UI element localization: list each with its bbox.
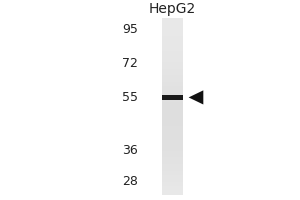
Text: HepG2: HepG2	[149, 2, 196, 16]
Bar	[162, 164, 183, 166]
Bar	[162, 108, 183, 111]
Bar	[162, 69, 183, 71]
Bar	[162, 142, 183, 144]
Bar	[162, 115, 183, 117]
Bar	[162, 73, 183, 75]
Bar	[162, 86, 183, 89]
Bar	[162, 168, 183, 171]
Bar	[162, 33, 183, 36]
Bar	[162, 159, 183, 162]
Bar	[162, 84, 183, 86]
Bar	[162, 128, 183, 131]
Text: 55: 55	[122, 91, 138, 104]
Text: 72: 72	[122, 57, 138, 70]
Bar	[162, 181, 183, 184]
Bar	[162, 162, 183, 164]
Bar	[162, 117, 183, 120]
Bar	[162, 60, 183, 62]
Text: 28: 28	[122, 175, 138, 188]
Bar	[162, 157, 183, 159]
Bar	[162, 155, 183, 157]
Bar	[162, 22, 183, 25]
Polygon shape	[189, 90, 203, 104]
Bar	[162, 20, 183, 22]
Bar	[162, 175, 183, 177]
Bar	[162, 139, 183, 142]
Bar	[162, 31, 183, 33]
Bar	[162, 126, 183, 129]
Bar	[162, 119, 183, 122]
Bar	[162, 192, 183, 195]
Bar	[162, 93, 183, 95]
Bar	[162, 77, 183, 80]
Bar	[162, 95, 183, 98]
Bar	[162, 55, 183, 58]
Bar	[162, 133, 183, 135]
Bar	[162, 111, 183, 113]
Bar	[162, 173, 183, 175]
Bar	[162, 18, 183, 20]
Bar	[162, 29, 183, 31]
Bar	[162, 124, 183, 126]
Bar	[162, 106, 183, 109]
Bar	[162, 27, 183, 29]
Bar	[162, 75, 183, 78]
Bar	[162, 40, 183, 42]
Bar	[162, 188, 183, 190]
Bar	[162, 97, 183, 100]
Bar	[162, 24, 183, 27]
Bar	[162, 166, 183, 168]
Bar	[162, 186, 183, 188]
Bar	[162, 66, 183, 69]
Bar	[162, 95, 183, 100]
Bar	[162, 170, 183, 173]
Bar	[162, 91, 183, 93]
Bar	[162, 153, 183, 155]
Bar	[162, 82, 183, 84]
Bar	[162, 38, 183, 40]
Bar	[162, 150, 183, 153]
Bar	[162, 148, 183, 151]
Bar	[162, 146, 183, 148]
Bar	[162, 51, 183, 53]
Bar	[162, 58, 183, 60]
Bar	[162, 102, 183, 104]
Bar	[162, 177, 183, 179]
Bar	[162, 35, 183, 38]
Bar	[162, 71, 183, 73]
Bar	[162, 100, 183, 102]
Text: 95: 95	[122, 23, 138, 36]
Bar	[162, 144, 183, 146]
Bar	[162, 80, 183, 82]
Bar	[162, 179, 183, 182]
Bar	[162, 46, 183, 49]
Bar	[162, 135, 183, 137]
Bar	[162, 137, 183, 140]
Bar	[162, 44, 183, 47]
Text: 36: 36	[122, 144, 138, 157]
Bar	[162, 184, 183, 186]
Bar	[162, 113, 183, 115]
Bar	[162, 122, 183, 124]
Bar	[162, 53, 183, 56]
Bar	[162, 131, 183, 133]
Bar	[162, 62, 183, 64]
Bar	[162, 64, 183, 67]
Bar	[162, 190, 183, 193]
Bar	[162, 104, 183, 106]
Bar	[162, 49, 183, 51]
Bar	[162, 42, 183, 44]
Bar	[162, 89, 183, 91]
